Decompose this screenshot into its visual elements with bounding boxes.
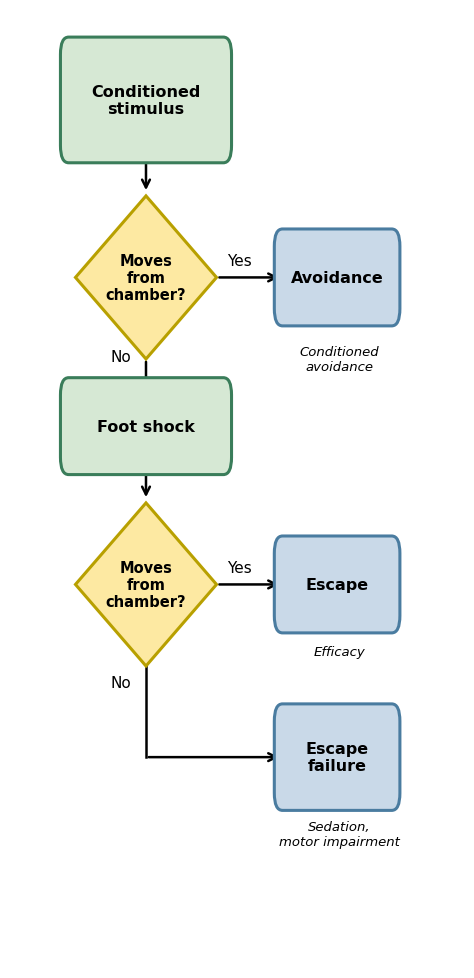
Text: Conditioned
stimulus: Conditioned stimulus	[91, 85, 201, 117]
FancyBboxPatch shape	[61, 38, 231, 163]
Text: No: No	[110, 349, 131, 364]
Text: Moves
from
chamber?: Moves from chamber?	[106, 560, 186, 609]
Text: No: No	[110, 675, 131, 690]
FancyBboxPatch shape	[274, 704, 400, 811]
Text: Moves
from
chamber?: Moves from chamber?	[106, 253, 186, 303]
Text: Escape: Escape	[306, 577, 369, 593]
Text: Avoidance: Avoidance	[291, 271, 383, 286]
Polygon shape	[75, 504, 217, 666]
Text: Sedation,
motor impairment: Sedation, motor impairment	[279, 820, 400, 848]
Polygon shape	[75, 197, 217, 360]
FancyBboxPatch shape	[274, 537, 400, 633]
Text: Efficacy: Efficacy	[313, 645, 365, 658]
Text: Foot shock: Foot shock	[97, 420, 195, 434]
Text: Conditioned
avoidance: Conditioned avoidance	[300, 345, 379, 374]
Text: Escape
failure: Escape failure	[306, 741, 369, 774]
Text: Yes: Yes	[227, 560, 252, 575]
FancyBboxPatch shape	[61, 378, 231, 475]
FancyBboxPatch shape	[274, 230, 400, 327]
Text: Yes: Yes	[227, 253, 252, 268]
